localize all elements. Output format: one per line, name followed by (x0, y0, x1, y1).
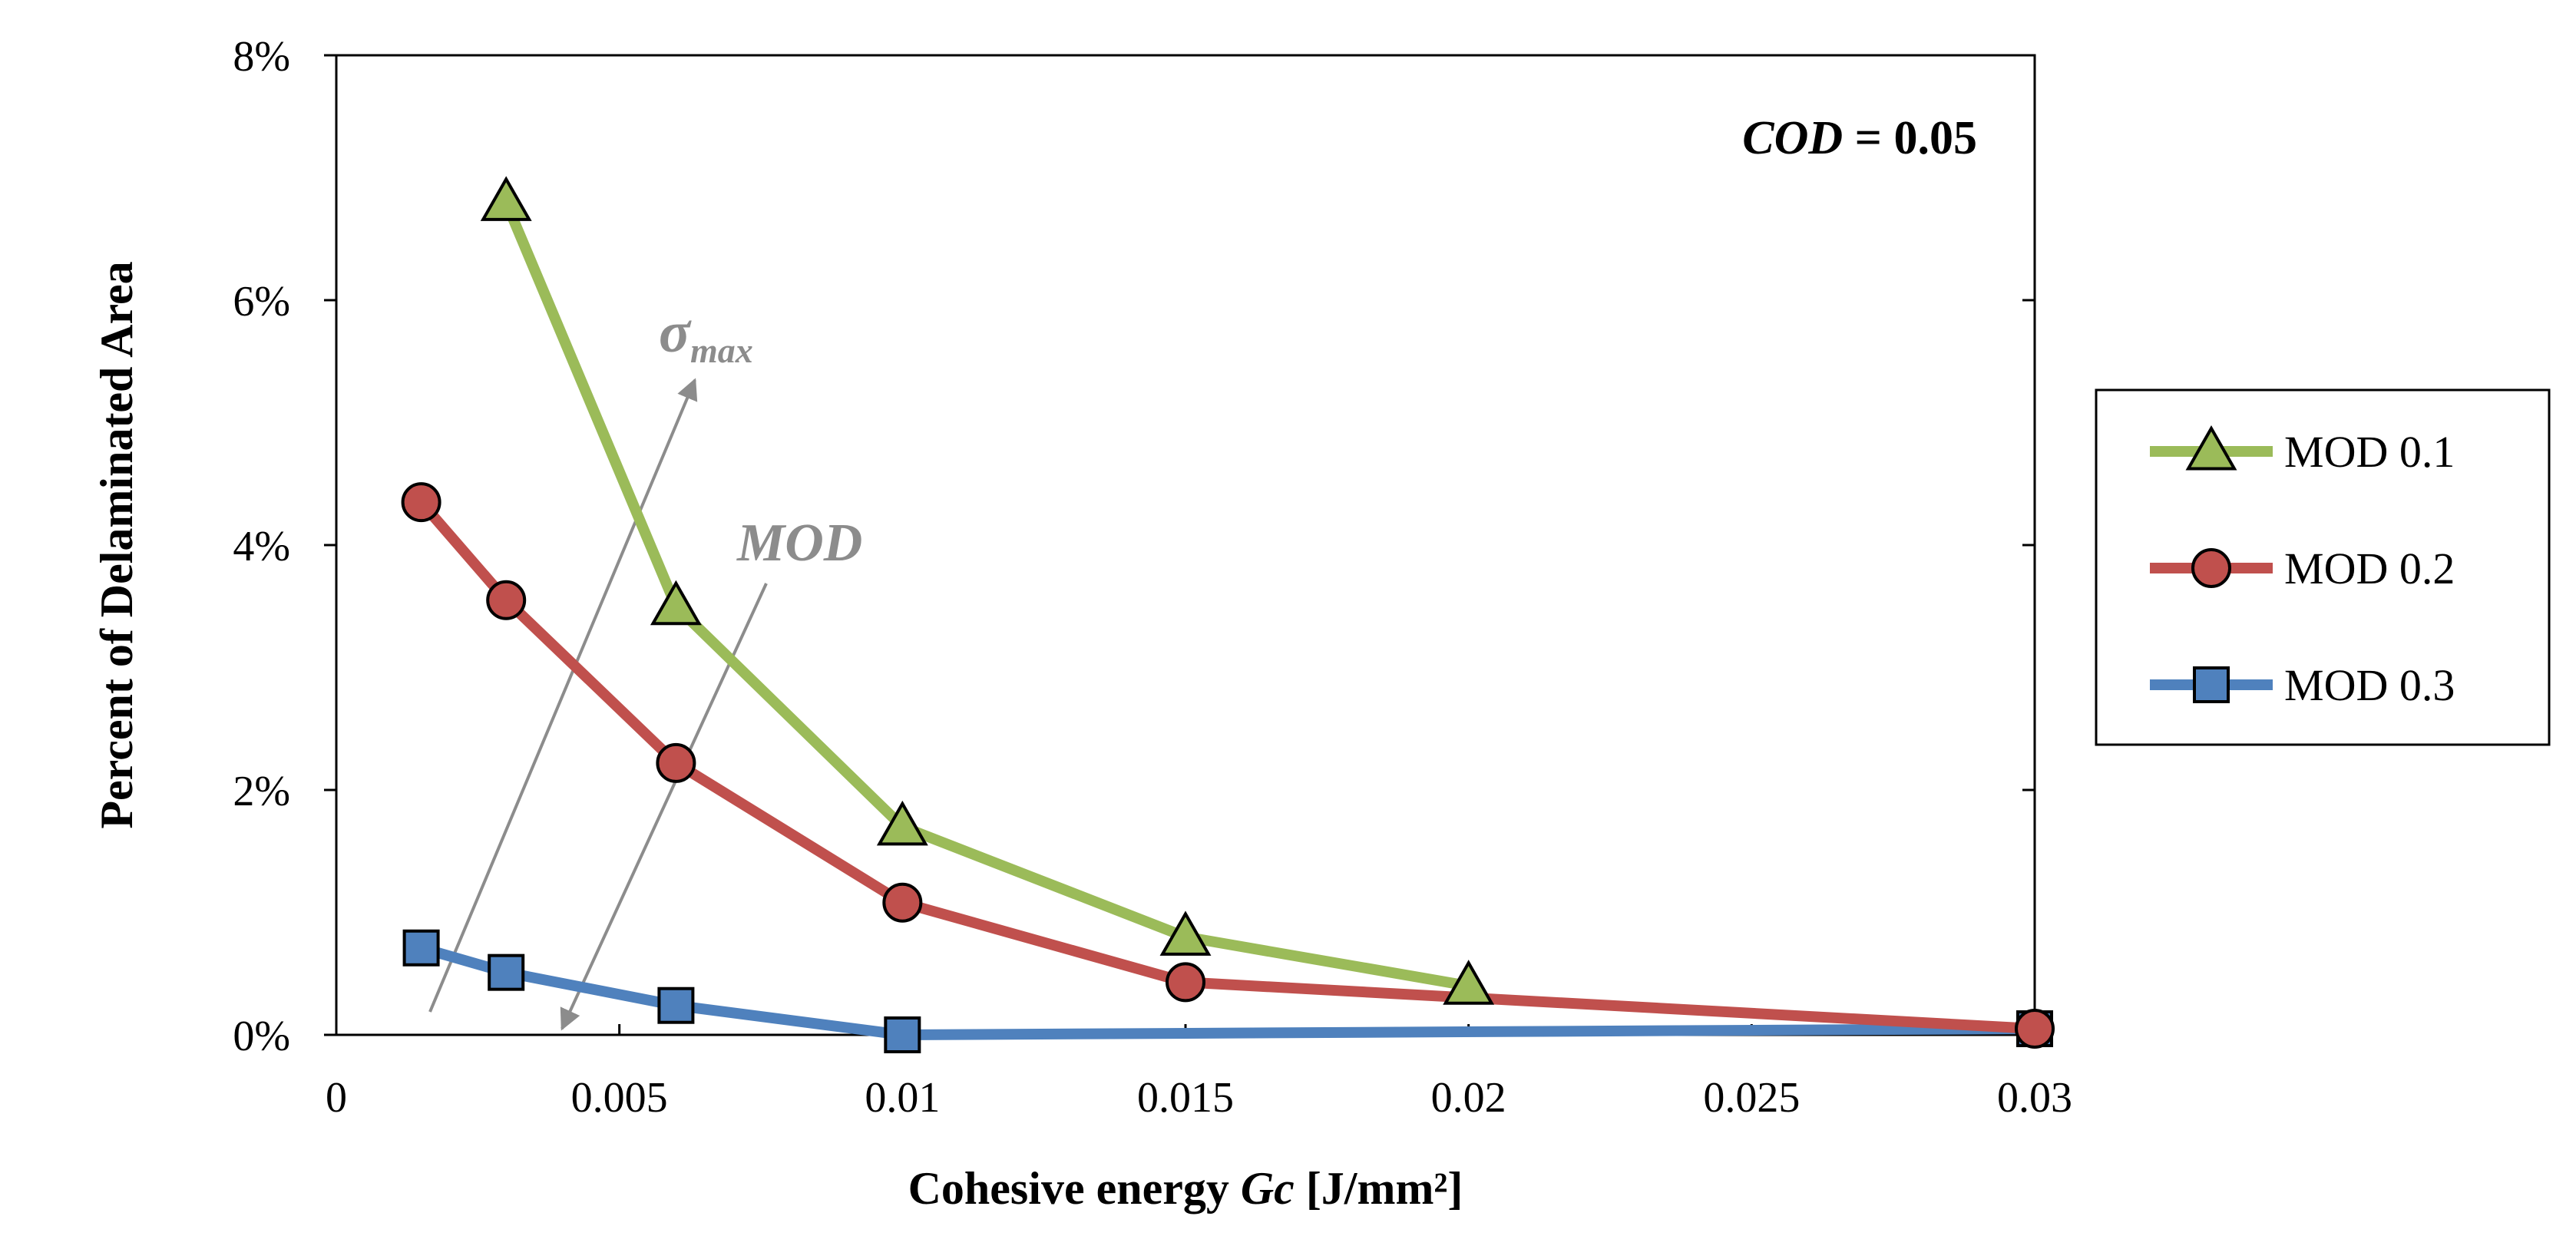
cod-annotation: COD = 0.05 (1742, 112, 1977, 164)
data-point (480, 176, 532, 221)
data-point (1159, 910, 1212, 956)
y-axis: 0% 2% 4% 6% 8% (233, 33, 2035, 1060)
legend-marker (2191, 548, 2231, 588)
data-point (402, 929, 440, 967)
x-tick-label: 0.015 (1137, 1074, 1234, 1122)
y-tick-label: 4% (233, 523, 290, 570)
y-tick-label: 8% (233, 33, 290, 81)
mod-arrow-label: MOD (736, 514, 862, 573)
legend-label: MOD 0.3 (2284, 660, 2455, 710)
legend-label: MOD 0.1 (2284, 427, 2455, 477)
data-point (1443, 960, 1495, 1005)
x-axis-title: Cohesive energy Gc [J/mm²] (908, 1163, 1463, 1214)
sigma-max-arrow (428, 378, 698, 1013)
x-tick-label: 0.03 (1997, 1074, 2072, 1122)
legend-label: MOD 0.2 (2284, 544, 2455, 593)
data-point (650, 580, 702, 626)
legend: MOD 0.1 MOD 0.2 MOD 0.3 (2095, 388, 2551, 746)
x-axis: 0 0.005 0.01 0.015 0.02 0.025 0.03 (326, 1024, 2072, 1122)
series-layer (401, 176, 2055, 1053)
series-mod-0-1 (480, 176, 1495, 1005)
data-point (657, 986, 695, 1024)
sigma-max-label: σmax (659, 300, 753, 370)
data-point (876, 800, 928, 846)
y-tick-label: 0% (233, 1013, 290, 1060)
data-point (1166, 962, 1205, 1003)
x-tick-label: 0.02 (1431, 1074, 1506, 1122)
series-mod-0-3 (402, 929, 2053, 1053)
series-line (501, 197, 1474, 992)
y-tick-label: 6% (233, 278, 290, 326)
y-tick-label: 2% (233, 768, 290, 815)
data-point (656, 742, 696, 783)
legend-item: MOD 0.1 (2150, 425, 2455, 477)
y-axis-title: Percent of Delaminated Area (91, 261, 142, 828)
x-tick-label: 0 (326, 1074, 347, 1122)
legend-item: MOD 0.3 (2150, 660, 2455, 710)
data-point (884, 1016, 921, 1053)
legend-marker (2193, 666, 2230, 703)
legend-item: MOD 0.2 (2150, 544, 2455, 593)
data-point (488, 953, 525, 991)
data-point (882, 882, 923, 923)
series-line (415, 497, 2040, 1035)
data-point (401, 482, 441, 523)
x-tick-label: 0.005 (571, 1074, 668, 1122)
legend-marker (2185, 425, 2237, 471)
x-tick-label: 0.01 (865, 1074, 940, 1122)
series-mod-0-2 (401, 482, 2055, 1049)
data-point (2015, 1009, 2055, 1049)
x-tick-label: 0.025 (1703, 1074, 1800, 1122)
data-point (486, 580, 527, 620)
plot-area-frame (335, 54, 2036, 1036)
